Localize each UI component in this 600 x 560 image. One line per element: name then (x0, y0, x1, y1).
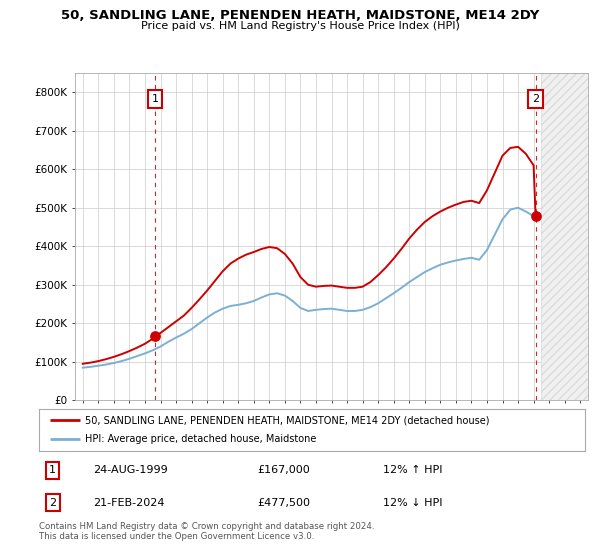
Text: Price paid vs. HM Land Registry's House Price Index (HPI): Price paid vs. HM Land Registry's House … (140, 21, 460, 31)
Text: 50, SANDLING LANE, PENENDEN HEATH, MAIDSTONE, ME14 2DY (detached house): 50, SANDLING LANE, PENENDEN HEATH, MAIDS… (85, 415, 490, 425)
Point (531, 212, 541, 221)
Text: 50, SANDLING LANE, PENENDEN HEATH, MAIDSTONE, ME14 2DY: 50, SANDLING LANE, PENENDEN HEATH, MAIDS… (61, 9, 539, 22)
Text: Contains HM Land Registry data © Crown copyright and database right 2024.
This d: Contains HM Land Registry data © Crown c… (39, 522, 374, 542)
Text: HPI: Average price, detached house, Maidstone: HPI: Average price, detached house, Maid… (85, 435, 317, 445)
Text: 24-AUG-1999: 24-AUG-1999 (94, 465, 169, 475)
Text: 12% ↓ HPI: 12% ↓ HPI (383, 497, 442, 507)
Text: 2: 2 (49, 497, 56, 507)
Text: 1: 1 (49, 465, 56, 475)
Text: 12% ↑ HPI: 12% ↑ HPI (383, 465, 442, 475)
Bar (541, 73, 596, 400)
Bar (541, 73, 596, 400)
Text: 1: 1 (152, 94, 158, 104)
Text: 2: 2 (532, 94, 539, 104)
Point (150, 332, 160, 340)
Text: £477,500: £477,500 (257, 497, 310, 507)
Text: 21-FEB-2024: 21-FEB-2024 (94, 497, 165, 507)
Text: £167,000: £167,000 (257, 465, 310, 475)
